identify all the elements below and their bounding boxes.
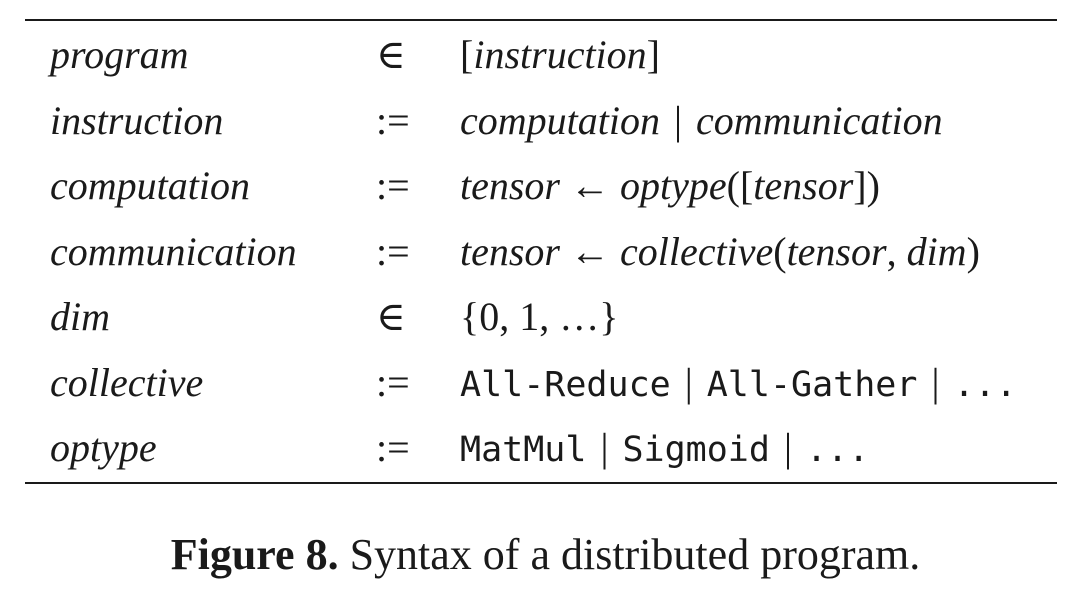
operator: ∈ <box>376 32 406 77</box>
code-term: Sigmoid <box>622 430 770 470</box>
grammar-row-dim: dim ∈ {0, 1, …} <box>0 284 1091 350</box>
production: tensor ← collective(tensor, dim) <box>460 219 980 285</box>
nonterminal: communication <box>50 228 297 274</box>
operator: := <box>376 163 410 208</box>
top-rule <box>25 19 1057 21</box>
code-term: All-Reduce <box>460 364 671 405</box>
caption-text: Syntax of a distributed program. <box>349 530 921 579</box>
code-term: All-Gather <box>706 364 918 405</box>
bottom-rule <box>25 482 1057 484</box>
alternative-bar: | <box>684 359 693 405</box>
nonterminal: program <box>50 32 189 77</box>
ellipsis: ... <box>953 364 1017 405</box>
ellipsis: ... <box>805 430 870 470</box>
nonterminal: optype <box>50 425 157 470</box>
production: tensor ← optype([tensor]) <box>460 153 880 219</box>
alternative-bar: | <box>673 97 682 143</box>
alternative-bar: | <box>600 425 609 470</box>
bracket: ] <box>646 32 660 77</box>
term: optype <box>620 163 727 208</box>
nonterminal: collective <box>50 359 204 405</box>
bracket: [ <box>460 32 474 77</box>
bracket: ( <box>773 228 787 274</box>
comma: , <box>886 228 897 274</box>
term: tensor <box>786 228 887 274</box>
bracket: ]) <box>853 163 880 208</box>
operator: := <box>376 228 410 274</box>
grammar-row-optype: optype := MatMul | Sigmoid | ... <box>0 415 1091 481</box>
operator: ∈ <box>376 294 406 339</box>
production: {0, 1, …} <box>460 284 618 350</box>
production: [instruction] <box>460 22 660 88</box>
code-term: MatMul <box>460 430 587 470</box>
term: collective <box>620 228 774 274</box>
nonterminal: dim <box>50 294 110 339</box>
grammar-row-instruction: instruction := computation | communicati… <box>0 88 1091 154</box>
grammar-row-program: program ∈ [instruction] <box>0 22 1091 88</box>
bracket: ) <box>966 228 980 274</box>
production: computation | communication <box>460 88 943 154</box>
term: computation <box>460 97 660 143</box>
term: communication <box>696 97 943 143</box>
grammar-table: program ∈ [instruction] instruction := c… <box>0 22 1091 481</box>
term: instruction <box>473 32 647 77</box>
term: tensor <box>753 163 854 208</box>
left-arrow: ← <box>570 228 610 274</box>
production: MatMul | Sigmoid | ... <box>460 415 869 481</box>
term: tensor <box>460 163 560 208</box>
operator: := <box>376 97 410 143</box>
term: dim <box>906 228 967 274</box>
nonterminal: instruction <box>50 97 224 143</box>
grammar-row-communication: communication := tensor ← collective(ten… <box>0 219 1091 285</box>
alternative-bar: | <box>931 359 940 405</box>
caption-label: Figure 8. <box>170 530 339 579</box>
figure-caption: Figure 8. Syntax of a distributed progra… <box>0 527 1091 583</box>
nonterminal: computation <box>50 163 250 208</box>
bracket: ([ <box>726 163 754 208</box>
left-arrow: ← <box>570 163 610 208</box>
grammar-row-computation: computation := tensor ← optype([tensor]) <box>0 153 1091 219</box>
alternative-bar: | <box>783 425 792 470</box>
operator: := <box>376 359 410 405</box>
operator: := <box>376 425 410 470</box>
production: All-Reduce | All-Gather | ... <box>460 350 1017 416</box>
grammar-row-collective: collective := All-Reduce | All-Gather | … <box>0 350 1091 416</box>
term: tensor <box>460 228 560 274</box>
set-literal: {0, 1, …} <box>460 294 619 339</box>
